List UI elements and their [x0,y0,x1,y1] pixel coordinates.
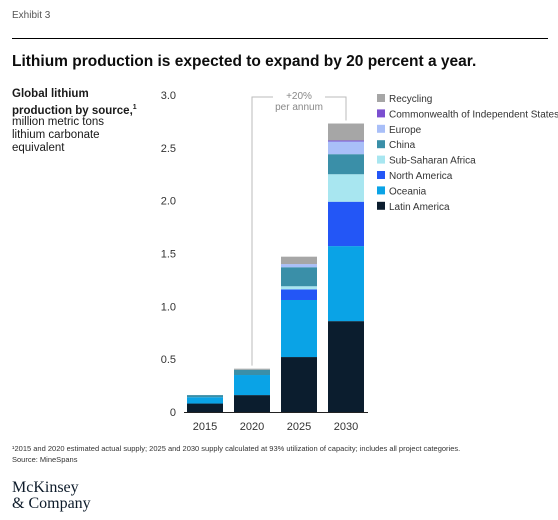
mckinsey-logo: McKinsey & Company [12,480,91,512]
bar-segment [328,140,364,142]
x-tick-label: 2025 [287,421,311,433]
legend-swatch [377,140,385,149]
logo-line-1: McKinsey [12,479,79,496]
legend-label: North America [389,171,453,182]
legend-label: Sub-Saharan Africa [389,156,476,167]
bar-segment [187,395,223,398]
bar-segment [234,395,270,412]
bar-segment [281,357,317,412]
y-tick-label: 2.5 [161,143,176,155]
logo-line-2: & Company [12,495,91,512]
y-axis-title: Global lithium production by source,1 [12,88,137,118]
exhibit-label: Exhibit 3 [12,10,51,21]
y-tick-label: 3.0 [161,90,176,102]
bar-segment [234,375,270,396]
bar-segment [187,397,223,404]
bar-segment [328,246,364,322]
legend-label: Commonwealth of Independent States [389,109,558,120]
growth-annotation-sub: per annum [275,102,323,113]
y-tick-label: 1.5 [161,249,176,261]
legend-swatch [377,186,385,195]
y-axis-title-text: Global lithium production by source, [12,88,133,117]
bar-segment [281,286,317,290]
legend-swatch [377,124,385,133]
title-rule [12,38,548,39]
legend-label: Europe [389,125,422,136]
growth-annotation: +20% [286,91,312,102]
y-tick-label: 2.0 [161,196,176,208]
bar-segment [281,267,317,287]
y-tick-label: 0 [170,407,176,419]
y-axis-unit: million metric tons lithium carbonate eq… [12,116,105,154]
annotation-mask [273,91,325,115]
legend-swatch [377,201,385,210]
bar-segment [328,154,364,175]
bar-segment [328,123,364,141]
legend-label: Latin America [389,202,450,213]
y-tick-label: 0.5 [161,354,176,366]
legend-swatch [377,155,385,164]
x-tick-label: 2030 [334,421,358,433]
bar-segment [234,369,270,376]
legend-swatch [377,171,385,179]
bar-segment [328,141,364,155]
bar-segment [281,264,317,268]
bar-segment [328,174,364,202]
legend-label: China [389,140,416,151]
legend-swatch [377,94,385,102]
bar-segment [234,368,270,370]
bar-segment [281,289,317,300]
footnote-marker: 1 [132,104,137,111]
legend-label: Oceania [389,186,427,197]
source-note: Source: MineSpans [12,455,78,464]
legend-swatch [377,109,385,118]
legend-label: Recycling [389,94,432,105]
x-tick-label: 2020 [240,421,264,433]
y-tick-label: 1.0 [161,301,176,313]
bar-segment [187,403,223,412]
footnote: ¹2015 and 2020 estimated actual supply; … [12,444,461,453]
chart-headline: Lithium production is expected to expand… [12,53,477,70]
bar-segment [281,256,317,265]
bar-segment [281,299,317,358]
bar-segment [328,201,364,247]
x-tick-label: 2015 [193,421,217,433]
bar-segment [328,321,364,412]
